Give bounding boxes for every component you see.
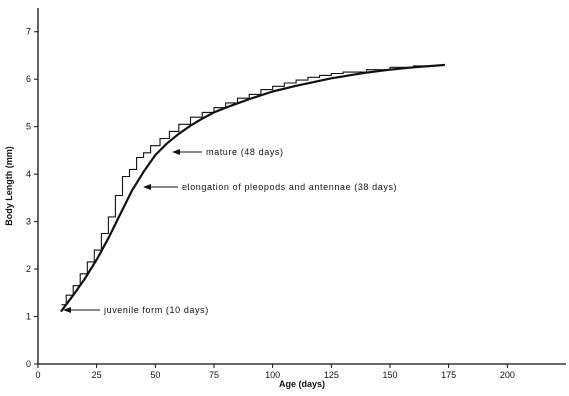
- annotation-elongation: elongation of pleopods and antennae (38 …: [143, 182, 397, 192]
- axes: [37, 8, 566, 365]
- x-tick-label: 50: [150, 370, 160, 380]
- x-axis-title: Age (days): [279, 379, 325, 389]
- y-tick-label: 4: [26, 169, 31, 179]
- annotation-elongation-arrowhead: [143, 184, 151, 190]
- annotation-juvenile-label: juvenile form (10 days): [103, 305, 209, 315]
- smooth-growth-curve: [60, 63, 446, 312]
- y-tick-label: 7: [26, 27, 31, 37]
- annotation-mature: mature (48 days): [172, 147, 284, 157]
- x-tick-label: 25: [92, 370, 102, 380]
- x-tick-label: 100: [265, 370, 280, 380]
- y-tick-label: 6: [26, 74, 31, 84]
- annotation-mature-arrowhead: [172, 149, 180, 155]
- series-layer: [60, 63, 446, 312]
- y-tick-label: 2: [26, 264, 31, 274]
- x-tick-label: 75: [209, 370, 219, 380]
- x-tick-label: 200: [500, 370, 515, 380]
- annotation-mature-label: mature (48 days): [206, 147, 284, 157]
- annotation-elongation-label: elongation of pleopods and antennae (38 …: [182, 182, 397, 192]
- x-tick-label: 125: [324, 370, 339, 380]
- y-tick-label: 0: [26, 359, 31, 369]
- x-ticks: 0 25 50 75 100 125 150 175 200: [35, 364, 515, 380]
- y-tick-label: 3: [26, 217, 31, 227]
- y-ticks: 0 1 2 3 4 5 6 7: [26, 27, 38, 369]
- x-tick-label: 175: [441, 370, 456, 380]
- annotation-juvenile-arrowhead: [63, 307, 71, 313]
- annotation-juvenile: juvenile form (10 days): [63, 305, 209, 315]
- step-series-line: [61, 64, 443, 306]
- y-tick-label: 5: [26, 122, 31, 132]
- y-tick-label: 1: [26, 312, 31, 322]
- x-tick-label: 0: [35, 370, 40, 380]
- y-axis-title: Body Length (mm): [4, 146, 14, 226]
- x-tick-label: 150: [382, 370, 397, 380]
